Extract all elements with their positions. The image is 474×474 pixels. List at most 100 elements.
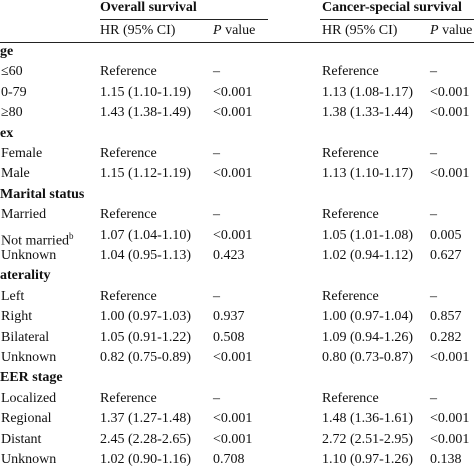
cell: <0.001 <box>430 411 470 427</box>
row-label: Left <box>1 288 25 304</box>
cell: 1.02 (0.94-1.12) <box>322 248 413 263</box>
cell: 0.423 <box>213 248 245 263</box>
cell: 1.48 (1.36-1.61) <box>322 411 413 427</box>
cell: – <box>430 390 437 406</box>
cell: 0.508 <box>213 329 245 345</box>
cell: <0.001 <box>213 431 253 447</box>
row-label: Unknown <box>1 248 57 263</box>
cell: Reference <box>100 64 157 80</box>
cell: 1.05 (1.01-1.08) <box>322 227 413 243</box>
cell: – <box>213 390 220 406</box>
header-p: P value <box>213 23 255 39</box>
cell: 1.10 (0.97-1.26) <box>322 452 413 467</box>
cell: 1.02 (0.90-1.16) <box>100 452 191 467</box>
cell: 1.38 (1.33-1.44) <box>322 105 413 121</box>
cell: <0.001 <box>430 166 470 182</box>
row-label: Female <box>1 146 43 161</box>
cell: Reference <box>322 390 379 406</box>
p-italic: P <box>430 23 439 38</box>
footnote-mark: b <box>69 230 74 241</box>
cell: <0.001 <box>213 227 253 243</box>
cell: Reference <box>322 64 379 80</box>
row-label: 0-79 <box>1 84 27 100</box>
cell: – <box>213 146 220 161</box>
cell: – <box>430 146 437 161</box>
cell: – <box>430 288 437 304</box>
cell: 0.708 <box>213 452 245 467</box>
cell: Reference <box>100 146 157 161</box>
cell: Reference <box>100 288 157 304</box>
cell: 0.82 (0.75-0.89) <box>100 350 191 365</box>
header-p: P value <box>430 23 472 39</box>
cell: 0.857 <box>430 309 462 325</box>
cell: 1.00 (0.97-1.03) <box>100 309 191 325</box>
rule <box>0 42 474 43</box>
p-value: value <box>225 23 256 38</box>
row-label: Localized <box>1 390 57 406</box>
cell: 1.15 (1.12-1.19) <box>100 166 191 182</box>
cell: <0.001 <box>430 84 470 100</box>
cell: 0.80 (0.73-0.87) <box>322 350 413 365</box>
row-label: Right <box>1 309 33 325</box>
cell: Reference <box>100 207 157 223</box>
cell: <0.001 <box>213 84 253 100</box>
row-label: Distant <box>1 431 42 447</box>
row-label: Male <box>1 166 30 182</box>
cell: Reference <box>322 146 379 161</box>
cell: <0.001 <box>213 166 253 182</box>
header-overall: Overall survival <box>100 0 197 15</box>
cell: 0.282 <box>430 329 462 345</box>
cell: – <box>430 207 437 223</box>
cell: 1.00 (0.97-1.04) <box>322 309 413 325</box>
cell: – <box>213 64 220 80</box>
row-label: Married <box>1 207 47 223</box>
p-italic: P <box>213 23 222 38</box>
header-hr: HR (95% CI) <box>322 23 398 38</box>
p-value: value <box>442 23 473 38</box>
cell: – <box>213 207 220 223</box>
header-hr: HR (95% CI) <box>100 23 176 38</box>
rule <box>320 19 474 20</box>
cell: <0.001 <box>430 350 470 365</box>
cell: 1.43 (1.38-1.49) <box>100 105 191 121</box>
section-label: ex <box>0 125 14 141</box>
cell: 2.72 (2.51-2.95) <box>322 431 413 447</box>
cell: 1.04 (0.95-1.13) <box>100 248 191 263</box>
section-label: aterality <box>0 268 51 284</box>
cell: <0.001 <box>213 350 253 365</box>
cell: <0.001 <box>213 105 253 121</box>
row-label: ≥80 <box>1 105 23 121</box>
cell: 1.13 (1.10-1.17) <box>322 166 413 182</box>
cell: Reference <box>322 288 379 304</box>
cell: <0.001 <box>213 411 253 427</box>
cell: 1.09 (0.94-1.26) <box>322 329 413 345</box>
row-label: Unknown <box>1 350 57 365</box>
row-label: Unknown <box>1 452 57 467</box>
cell: Reference <box>322 207 379 223</box>
section-label: ge <box>0 44 14 59</box>
section-label: Marital status <box>0 186 85 202</box>
cell: <0.001 <box>430 431 470 447</box>
cell: Reference <box>100 390 157 406</box>
rule <box>100 19 268 20</box>
cell: 0.627 <box>430 248 462 263</box>
row-label: ≤60 <box>1 64 23 80</box>
row-label: Regional <box>1 411 52 427</box>
cell: 0.138 <box>430 452 462 467</box>
row-label: Bilateral <box>1 329 50 345</box>
cell: <0.001 <box>430 105 470 121</box>
row-label: Not marriedb <box>1 230 74 249</box>
cell: – <box>430 64 437 80</box>
cell: 1.07 (1.04-1.10) <box>100 227 191 243</box>
cell: 2.45 (2.28-2.65) <box>100 431 191 447</box>
cell: 1.05 (0.91-1.22) <box>100 329 191 345</box>
cell: 1.37 (1.27-1.48) <box>100 411 191 427</box>
header-cancer: Cancer-special survival <box>322 0 462 15</box>
cell: 1.15 (1.10-1.19) <box>100 84 191 100</box>
cell: 1.13 (1.08-1.17) <box>322 84 413 100</box>
section-label: EER stage <box>0 370 63 386</box>
cell: 0.937 <box>213 309 245 325</box>
cell: – <box>213 288 220 304</box>
cell: 0.005 <box>430 227 462 243</box>
